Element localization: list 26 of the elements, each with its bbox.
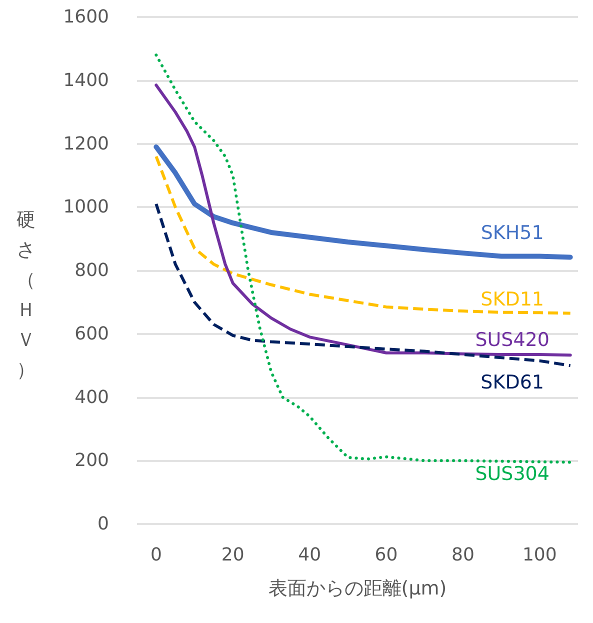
y-tick-label: 1200 <box>63 133 109 154</box>
series-label: SKD11 <box>480 288 544 310</box>
line-series <box>154 202 572 368</box>
y-tick-label: 1600 <box>63 6 109 28</box>
x-tick-label: 100 <box>522 544 557 566</box>
x-tick-label: 40 <box>298 544 322 566</box>
x-axis-title: 表面からの距離(μm) <box>268 578 447 600</box>
y-tick-label: 400 <box>74 386 109 408</box>
x-tick-label: 80 <box>452 544 474 566</box>
line-series <box>154 54 572 464</box>
y-tick-label: 800 <box>74 260 109 281</box>
y-tick-label: 600 <box>74 323 109 344</box>
line-series <box>154 84 572 357</box>
y-tick-label: 1400 <box>63 70 109 91</box>
series-label: SUS420 <box>475 329 550 352</box>
y-tick-label: 1000 <box>63 196 109 218</box>
y-axis-title: 硬さ（ＨＶ） <box>16 208 36 383</box>
y-tick-label: 200 <box>74 450 109 472</box>
x-tick-label: 0 <box>150 544 162 566</box>
series-label: SUS304 <box>475 463 550 486</box>
y-tick-label: 0 <box>98 514 109 534</box>
x-tick-label: 20 <box>221 544 244 566</box>
series-label: SKD61 <box>480 372 544 394</box>
series-label: SKH51 <box>480 222 544 244</box>
line-series <box>154 154 572 315</box>
x-tick-label: 60 <box>374 544 398 566</box>
